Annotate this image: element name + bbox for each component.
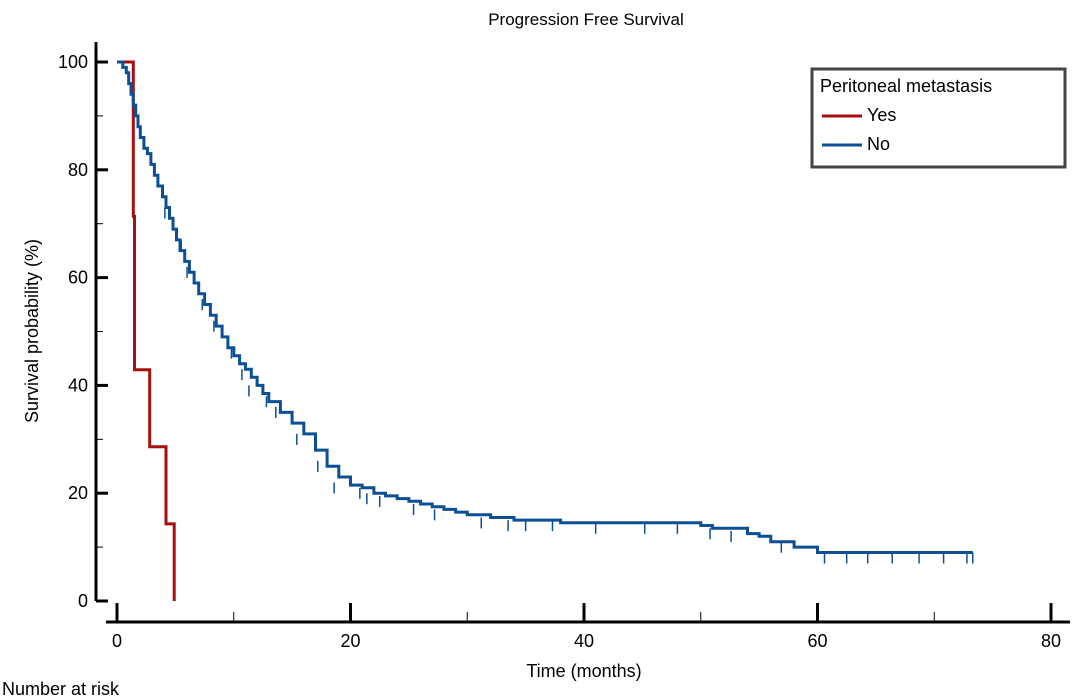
number-at-risk-label: Number at risk [2, 679, 120, 699]
x-axis-label: Time (months) [526, 661, 641, 681]
y-tick-label: 100 [58, 52, 88, 72]
y-axis-label: Survival probability (%) [22, 239, 42, 423]
legend-label-no: No [867, 134, 890, 154]
y-tick-label: 20 [68, 483, 88, 503]
plot-area [117, 60, 974, 601]
series-line-no [117, 60, 973, 554]
legend-title: Peritoneal metastasis [820, 76, 992, 96]
x-tick-label: 60 [807, 631, 827, 651]
y-tick-label: 80 [68, 160, 88, 180]
legend: Peritoneal metastasis Yes No [810, 67, 1067, 169]
y-tick-label: 60 [68, 268, 88, 288]
x-tick-label: 20 [340, 631, 360, 651]
axes: 0 20 40 60 80 100 0 20 40 60 80 [58, 42, 1070, 651]
series-line-yes [117, 60, 176, 601]
y-tick-label: 40 [68, 375, 88, 395]
chart-title: Progression Free Survival [488, 10, 684, 29]
x-tick-label: 40 [574, 631, 594, 651]
x-tick-label: 0 [112, 631, 122, 651]
legend-label-yes: Yes [867, 105, 896, 125]
x-tick-label: 80 [1041, 631, 1061, 651]
y-tick-label: 0 [78, 591, 88, 611]
legend-box [810, 67, 1067, 169]
